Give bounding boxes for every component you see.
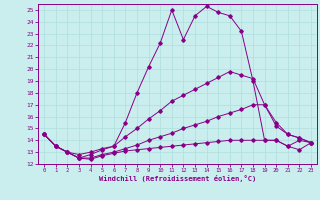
X-axis label: Windchill (Refroidissement éolien,°C): Windchill (Refroidissement éolien,°C): [99, 175, 256, 182]
